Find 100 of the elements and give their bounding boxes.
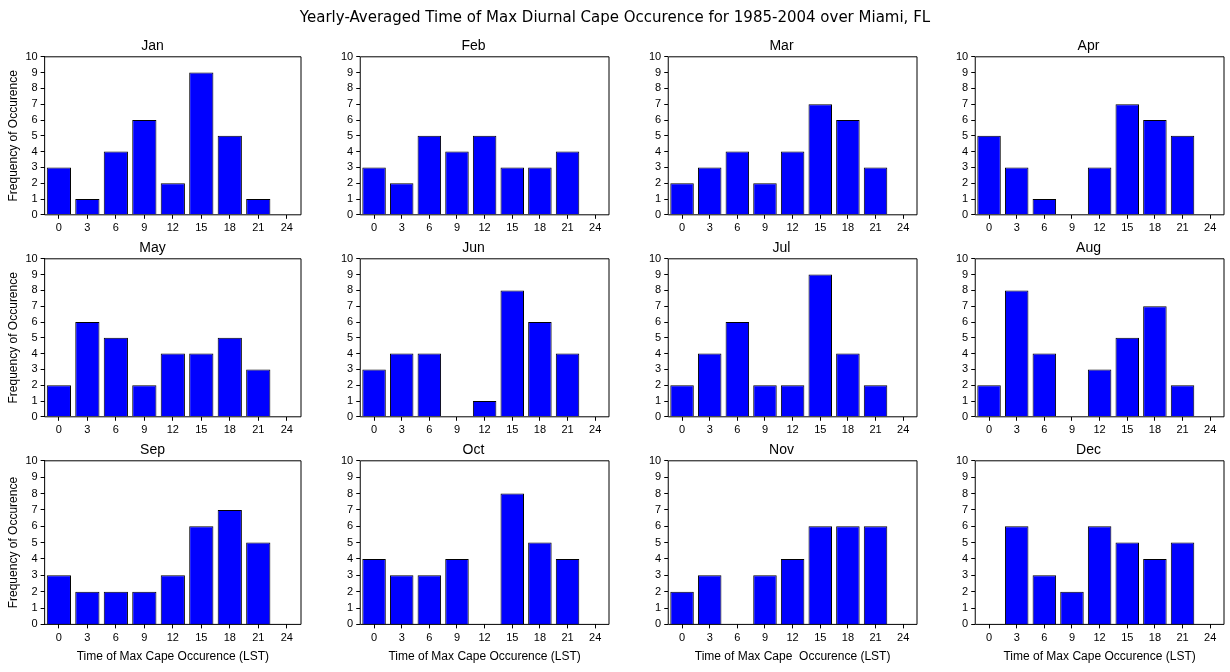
x-tick-label: 21 (1176, 631, 1189, 644)
y-tick-label: 9 (655, 470, 662, 483)
y-tick-label: 7 (347, 299, 354, 312)
x-tick-label: 6 (734, 631, 741, 644)
y-tick-label: 7 (962, 97, 969, 110)
y-tick-label: 10 (340, 453, 354, 466)
y-tick-label: 8 (31, 81, 38, 94)
y-tick-label: 0 (962, 617, 969, 630)
x-tick-label: 15 (195, 631, 208, 644)
y-tick-label: 9 (655, 65, 662, 78)
x-tick-label: 15 (814, 631, 827, 644)
y-tick-label: 10 (25, 453, 38, 466)
x-tick-label: 3 (84, 221, 91, 234)
chart-title: Mar (769, 37, 794, 54)
x-tick-label: 0 (370, 423, 378, 436)
y-tick-label: 2 (31, 378, 38, 391)
x-tick-label: 18 (223, 221, 236, 234)
y-tick-label: 5 (962, 128, 969, 141)
y-tick-label: 1 (655, 192, 662, 205)
y-tick-label: 3 (655, 362, 662, 375)
y-tick-label: 0 (31, 617, 38, 630)
y-tick-label: 6 (347, 519, 354, 532)
x-tick-label: 12 (478, 423, 491, 436)
x-tick-label: 21 (561, 631, 574, 644)
y-tick-label: 3 (962, 568, 969, 581)
y-tick-label: 2 (962, 584, 969, 597)
x-tick-label: 21 (1176, 423, 1189, 436)
x-tick-label: 15 (814, 221, 827, 234)
x-tick-label: 24 (589, 631, 602, 644)
chart-title: Aug (1076, 239, 1101, 256)
chart-title: Feb (461, 37, 486, 54)
x-tick-label: 0 (985, 631, 993, 644)
x-tick-label: 12 (166, 423, 179, 436)
x-tick-label: 15 (814, 423, 827, 436)
y-tick-label: 5 (655, 128, 662, 141)
y-axis-title: Frequency of Occurence (5, 271, 20, 404)
x-tick-label: 9 (141, 221, 148, 234)
y-tick-label: 8 (962, 283, 969, 296)
y-tick-label: 5 (655, 330, 662, 343)
y-tick-label: 9 (31, 65, 38, 78)
y-tick-label: 0 (347, 207, 354, 220)
y-tick-label: 8 (31, 486, 38, 499)
x-tick-label: 18 (1148, 631, 1162, 644)
y-tick-label: 7 (655, 299, 662, 312)
x-tick-label: 6 (1041, 221, 1048, 234)
chart-title: Jan (141, 37, 164, 54)
y-tick-label: 4 (962, 144, 969, 157)
y-tick-label: 1 (347, 601, 354, 614)
x-tick-label: 15 (1121, 423, 1134, 436)
x-tick-label: 0 (370, 631, 378, 644)
y-tick-label: 4 (31, 346, 38, 359)
y-tick-label: 10 (648, 49, 662, 62)
x-tick-label: 24 (897, 631, 910, 644)
chart-title: Jul (772, 239, 791, 256)
x-tick-label: 12 (1093, 221, 1106, 234)
x-tick-label: 18 (1148, 221, 1162, 234)
y-tick-label: 0 (655, 617, 662, 630)
y-tick-label: 2 (962, 176, 969, 189)
y-tick-label: 0 (962, 409, 969, 422)
y-tick-label: 8 (347, 81, 354, 94)
y-tick-label: 0 (31, 409, 38, 422)
x-tick-label: 24 (897, 423, 910, 436)
x-tick-label: 18 (223, 423, 236, 436)
x-tick-label: 12 (1093, 423, 1106, 436)
x-tick-label: 9 (761, 631, 769, 644)
x-tick-label: 3 (706, 221, 713, 234)
x-tick-label: 21 (252, 631, 265, 644)
x-tick-label: 0 (55, 631, 62, 644)
x-tick-label: 24 (1204, 221, 1217, 234)
x-tick-label: 21 (869, 221, 882, 234)
x-tick-label: 6 (426, 423, 433, 436)
x-tick-label: 6 (734, 221, 741, 234)
y-tick-label: 1 (962, 394, 969, 407)
x-tick-label: 24 (280, 631, 293, 644)
y-tick-label: 10 (955, 49, 969, 62)
x-tick-label: 12 (166, 221, 179, 234)
y-tick-label: 4 (347, 144, 354, 157)
chart-title: Dec (1076, 441, 1101, 458)
x-axis-title: Time of Max Cape Occurence (LST) (388, 649, 581, 664)
x-tick-label: 18 (841, 631, 855, 644)
x-tick-label: 3 (398, 631, 405, 644)
chart-title: Sep (140, 441, 166, 458)
y-tick-label: 3 (347, 160, 354, 173)
y-tick-label: 8 (655, 81, 662, 94)
x-tick-label: 12 (786, 221, 799, 234)
y-tick-label: 1 (655, 601, 662, 614)
y-tick-label: 9 (347, 65, 354, 78)
y-tick-label: 3 (31, 568, 38, 581)
y-tick-label: 9 (31, 470, 38, 483)
x-tick-label: 15 (195, 423, 208, 436)
x-tick-label: 24 (1204, 423, 1217, 436)
y-tick-label: 1 (655, 394, 662, 407)
y-tick-label: 5 (31, 330, 38, 343)
y-tick-label: 2 (962, 378, 969, 391)
y-tick-label: 10 (25, 49, 38, 62)
x-tick-label: 12 (1093, 631, 1106, 644)
y-tick-label: 3 (655, 160, 662, 173)
x-tick-label: 9 (141, 423, 148, 436)
x-tick-label: 12 (478, 631, 491, 644)
x-tick-label: 6 (1041, 423, 1048, 436)
